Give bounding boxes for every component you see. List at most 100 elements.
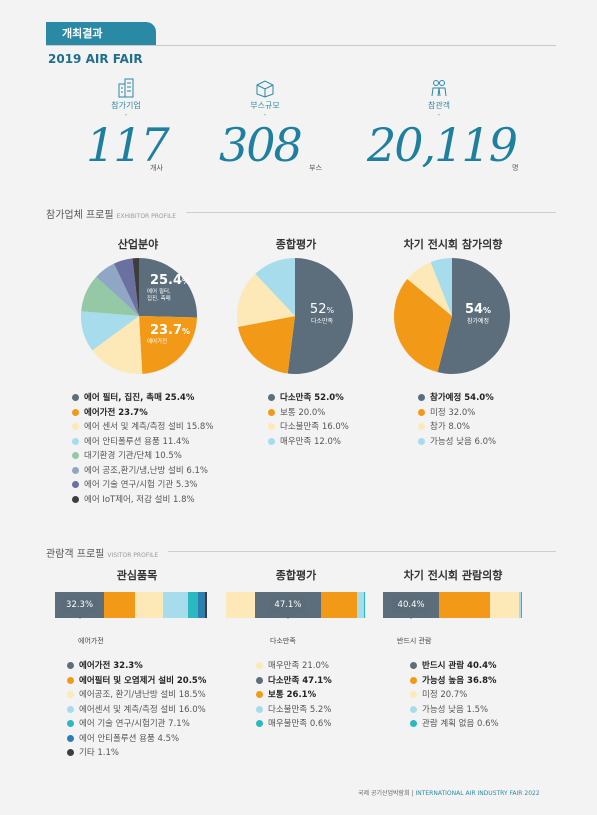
footer: 국제 공기산업박람회 | INTERNATIONAL AIR INDUSTRY … [358,788,540,797]
legend-value: 10.5% [154,451,182,461]
legend-label: 에어 기술 연구/시험기관 [79,719,169,729]
stat-value-companies: 117 [86,118,170,172]
legend-dot [256,676,263,684]
legend-label: 가능성 낮음 [430,436,475,447]
page-title: 2019 AIR FAIR [48,52,143,66]
section-title-ko: 관람객 프로필 [46,549,105,560]
legend-value: 16.0% [178,704,206,715]
booth-icon [256,80,274,98]
visitors-icon [431,80,447,97]
section-title-en: EXHIBITOR PROFILE [116,213,176,220]
chart-title-participation: 차기 전시회 참가의향 [403,238,503,251]
legend-label: 보통 [268,690,287,700]
pie-label-pct: % [182,277,191,286]
chart-title-revisit: 차기 전시회 관람의향 [403,569,503,582]
legend-value: 7.1% [168,719,190,729]
visitor-section-title: 관람객 프로필 VISITOR PROFILE [46,545,158,560]
legend-label: 에어센서 및 계측/측정 설비 [79,704,179,715]
pie-label-satisfied: 52% 다소만족 [300,303,344,326]
pie-label-text: 참가예정 [466,318,490,325]
legend-label: 다소불만족 [268,704,310,715]
pie-label-pct: % [326,306,335,315]
header-divider [46,45,556,46]
bar-segment [187,592,199,618]
legend-dot [67,662,74,669]
legend-label: 미정 [430,407,449,418]
pie-slice [139,258,197,318]
legend-dot [418,437,425,445]
legend-visitor-evaluation: 매우만족 21.0% 다소만족 47.1% 보통 26.1% 다소불만족 5.2% 매우… [256,659,332,732]
legend-label: 매우만족 [268,661,302,671]
legend-evaluation: 다소만족 52.0% 보통 20.0% 다소불만족 16.0% 매우만족 12.0% [268,391,349,449]
legend-dot [67,734,74,742]
legend-label: 참가 [430,422,449,432]
legend-item: 다소불만족 5.2% [256,703,332,718]
section-title-ko: 참가업체 프로필 [46,210,114,221]
legend-label: 에어 필터, 집진, 촉매 [84,393,165,403]
legend-dot [72,495,79,503]
legend-item: 에어 센서 및 계측/측정 설비 15.8% [72,420,213,435]
legend-label: 에어 기술 연구/시험 기관 [84,480,176,490]
legend-label: 에어 IoT제어, 저감 설비 [84,494,173,505]
legend-item: 에어 필터, 집진, 촉매 25.4% [72,391,213,406]
pie-slice [437,258,510,374]
legend-item: 보통 20.0% [268,406,349,421]
legend-value: 15.8% [186,422,214,432]
legend-value: 21.0% [301,661,329,671]
legend-label: 에어 공조,환기/냉,난방 설비 [84,465,187,476]
pie-label-value: 25.4 [149,273,183,288]
legend-value: 16.0% [321,422,349,432]
legend-dot [410,720,417,727]
legend-dot [418,408,425,416]
legend-value: 47.1% [302,675,332,686]
legend-dot [72,394,79,401]
pie-slice [92,316,143,374]
legend-dot [67,705,74,713]
legend-value: 18.5% [178,690,206,700]
stat-unit-booths: 부스 [309,164,322,172]
legend-value: 6.0% [474,436,497,447]
bar-bubble-label: 32.3% [60,597,99,619]
bar-segment [521,592,522,618]
pie-label-pct: % [182,327,191,336]
stat-label: 참가기업 [111,101,141,110]
legend-value: 11.4% [162,436,190,447]
legend-industry: 에어 필터, 집진, 촉매 25.4% 에어가전 23.7% 에어 센서 및 계측/… [72,391,213,507]
legend-dot [72,481,79,488]
legend-value: 32.0% [448,407,476,418]
legend-participation: 참가예정 54.0% 미정 32.0% 참가 8.0% 가능성 낮음 6.0% [418,391,496,449]
bar-segment [490,592,520,618]
pie-label-text: 에어 필터, [147,289,171,295]
bar-segment [104,592,136,618]
legend-item: 에어 안티폴루션 용품 11.4% [72,435,213,450]
legend-value: 8.0% [448,422,470,432]
legend-dot [410,676,417,684]
pie-slice [237,273,295,327]
stat-dash: - [124,110,128,119]
legend-revisit: 반드시 관람 40.4% 가능성 높음 36.8% 미정 20.7% 가능성 낮음 1… [410,659,499,732]
legend-item: 매우불만족 0.6% [256,717,332,732]
legend-dot [72,466,79,474]
legend-item: 다소불만족 16.0% [268,420,349,435]
legend-dot [268,408,275,416]
legend-label: 기타 [79,748,98,758]
stat-label: 참관객 [427,101,451,110]
legend-value: 12.0% [313,436,341,447]
legend-dot [256,705,263,713]
legend-item: 에어필터 및 오염제거 설비 20.5% [67,674,206,689]
pie-slice [81,276,139,316]
legend-dot [268,394,275,401]
footer-ko: 국제 공기산업박람회 [358,790,410,797]
pie-slice [407,262,452,316]
chart-title-evaluation: 종합평가 [275,238,317,251]
legend-value: 54.0% [464,393,494,403]
section-title-en: VISITOR PROFILE [107,552,159,559]
bar-segment [439,592,491,618]
bar-caption: 에어가전 [78,637,104,645]
legend-value: 4.5% [157,733,180,744]
legend-dot [256,720,263,727]
legend-value: 52.0% [314,393,344,403]
chart-title-industry: 산업분야 [117,238,159,251]
bar-segment [519,592,522,618]
legend-label: 매우불만족 [268,719,310,729]
